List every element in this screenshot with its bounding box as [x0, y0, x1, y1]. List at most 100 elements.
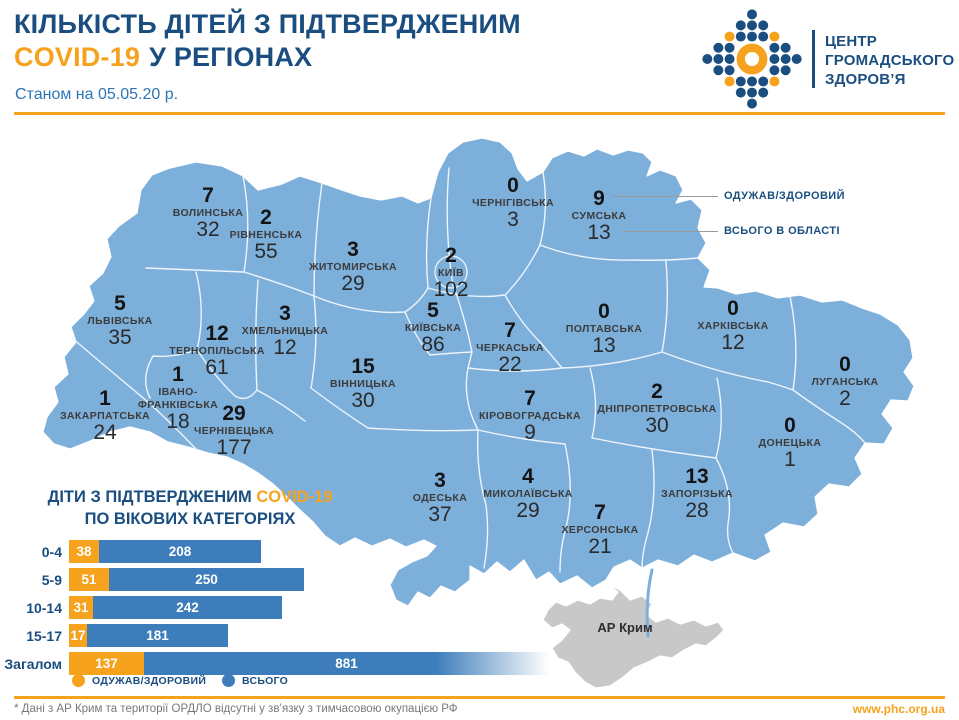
region-recovered-count: 9	[593, 187, 605, 210]
footer-divider	[14, 696, 945, 699]
region-name: ВІННИЦЬКА	[329, 378, 397, 390]
page-title-line2: COVID-19 У РЕГІОНАХ	[14, 41, 521, 74]
page-title-line1: КІЛЬКІСТЬ ДІТЕЙ З ПІДТВЕРДЖЕНИМ	[14, 9, 521, 39]
age-category-label: 0-4	[41, 543, 62, 560]
region-name: РІВНЕНСЬКА	[229, 229, 303, 241]
logo-text-line1: ЦЕНТР	[825, 33, 877, 50]
arabat-spit	[645, 568, 654, 638]
crimea-label: АР Крим	[597, 620, 653, 635]
callout-line-recovered	[612, 196, 718, 197]
region-total-count: 35	[108, 326, 132, 349]
region-total-count: 29	[516, 499, 540, 522]
age-chart-row: 15-17 17 181	[2, 624, 549, 647]
legend-recovered-dot-icon	[72, 674, 85, 687]
region-recovered-count: 15	[351, 355, 375, 378]
region-recovered-count: 0	[784, 414, 796, 437]
region-name: ЗАПОРІЗЬКА	[661, 488, 733, 500]
region-name: СУМСЬКА	[571, 210, 627, 222]
callout-line-total	[622, 231, 718, 232]
region-name: ВОЛИНСЬКА	[172, 207, 244, 219]
crimea-shape	[542, 584, 725, 689]
age-chart-row: 0-4 38 208	[2, 540, 549, 563]
region-total-count: 22	[498, 353, 522, 376]
callout-label-recovered: ОДУЖАВ/ЗДОРОВИЙ	[724, 190, 845, 202]
region-recovered-count: 7	[524, 387, 536, 410]
recovered-bar-segment: 137	[69, 652, 144, 675]
region-recovered-count: 0	[839, 353, 851, 376]
region-total-count: 32	[196, 218, 220, 241]
region-name: ХМЕЛЬНИЦЬКА	[241, 325, 329, 337]
region-name: ЖИТОМИРСЬКА	[309, 261, 397, 273]
region-total-count: 9	[524, 421, 536, 444]
region-label: 3 ЖИТОМИРСЬКА 29	[309, 238, 397, 295]
region-recovered-count: 12	[205, 322, 229, 345]
logo-text: ЦЕНТР ГРОМАДСЬКОГО ЗДОРОВ’Я	[825, 32, 954, 89]
oblast-borders	[71, 167, 866, 573]
region-name: ЗАКАРПАТСЬКА	[59, 410, 151, 422]
legend-item-recovered: ОДУЖАВ/ЗДОРОВИЙ	[72, 674, 222, 687]
region-recovered-count: 3	[347, 238, 359, 261]
region-total-count: 13	[587, 221, 611, 244]
date-subtitle: Станом на 05.05.20 р.	[15, 86, 179, 103]
region-recovered-count: 4	[522, 465, 534, 488]
region-name: ЛЬВІВСЬКА	[87, 315, 153, 327]
footnote: * Дані з АР Крим та території ОРДЛО відс…	[14, 703, 458, 715]
logo-text-line2: ГРОМАДСЬКОГО	[825, 52, 955, 70]
region-label: 9 СУМСЬКА 13	[571, 187, 627, 244]
recovered-bar-segment: 51	[69, 568, 109, 591]
region-label: 3 ХМЕЛЬНИЦЬКА 12	[241, 302, 329, 358]
page-title-line2-rest: У РЕГІОНАХ	[149, 41, 313, 72]
region-total-count: 102	[433, 278, 469, 301]
region-name: ОДЕСЬКА	[412, 492, 468, 504]
covid-19-highlight: COVID-19	[14, 41, 141, 72]
logo-separator	[812, 30, 815, 88]
age-chart-row: 5-9 51 250	[2, 568, 549, 591]
region-total-count: 30	[351, 389, 375, 412]
region-label: 4 МИКОЛАЇВСЬКА 29	[483, 465, 573, 522]
region-recovered-count: 7	[594, 501, 606, 524]
website-link[interactable]: www.phc.org.ua	[852, 702, 945, 716]
region-name: ДНІПРОПЕТРОВСЬКА	[597, 403, 717, 415]
legend-total-label: ВСЬОГО	[242, 674, 289, 687]
region-total-count: 61	[205, 356, 229, 379]
region-label: 1 ІВАНО-ФРАНКІВСЬКА 18	[131, 364, 225, 432]
age-chart-title: ДІТИ З ПІДТВЕРДЖЕНИМ COVID-19 ПО ВІКОВИХ…	[22, 487, 358, 531]
region-label: 0 ДОНЕЦЬКА 1	[758, 414, 822, 471]
region-total-count: 21	[588, 535, 612, 558]
region-recovered-count: 7	[504, 319, 516, 342]
age-category-label: 15-17	[26, 627, 62, 644]
region-label: 7 ЧЕРКАСЬКА 22	[476, 319, 544, 376]
total-bar-segment: 208	[99, 540, 261, 563]
region-name: ЧЕРКАСЬКА	[476, 342, 544, 354]
age-chart-bar: 38 208	[69, 540, 261, 563]
region-label: 0 ЧЕРНІГІВСЬКА 3	[472, 175, 554, 230]
age-category-label: 5-9	[41, 571, 62, 588]
legend-recovered-label: ОДУЖАВ/ЗДОРОВИЙ	[92, 674, 207, 687]
region-total-count: 177	[216, 436, 252, 459]
region-label: 13 ЗАПОРІЗЬКА 28	[661, 465, 733, 521]
region-recovered-count: 1	[99, 387, 111, 410]
region-recovered-count: 29	[222, 402, 246, 425]
region-total-count: 86	[421, 333, 445, 356]
region-total-count: 1	[784, 448, 796, 471]
age-chart-bar: 137 881	[69, 652, 549, 675]
region-name: ДОНЕЦЬКА	[758, 437, 822, 449]
region-label: 7 ВОЛИНСЬКА 32	[172, 185, 244, 241]
region-name: ПОЛТАВСЬКА	[565, 323, 643, 335]
total-bar-segment: 242	[93, 596, 282, 619]
region-total-count: 29	[341, 272, 365, 295]
phc-logo-icon	[702, 9, 802, 109]
age-chart-bar: 31 242	[69, 596, 282, 619]
age-category-label: Загалом	[4, 655, 62, 672]
age-chart-row: Загалом 137 881	[2, 652, 549, 675]
region-name: МИКОЛАЇВСЬКА	[483, 488, 573, 500]
region-recovered-count: 2	[651, 380, 663, 403]
region-recovered-count: 13	[685, 465, 709, 488]
region-label: 1 ЗАКАРПАТСЬКА 24	[59, 387, 151, 443]
region-recovered-count: 3	[279, 302, 291, 325]
region-recovered-count: 0	[727, 297, 739, 320]
legend-item-total: ВСЬОГО	[222, 674, 372, 687]
region-name: КИЇВСЬКА	[404, 322, 462, 334]
